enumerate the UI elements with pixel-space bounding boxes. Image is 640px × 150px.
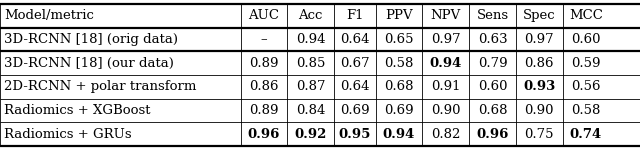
Text: 0.84: 0.84: [296, 104, 325, 117]
Text: Sens: Sens: [476, 9, 509, 22]
Text: 3D-RCNN [18] (our data): 3D-RCNN [18] (our data): [4, 57, 174, 70]
Text: 0.87: 0.87: [296, 80, 326, 93]
Text: 0.75: 0.75: [524, 128, 554, 141]
Text: Spec: Spec: [523, 9, 556, 22]
Text: 0.64: 0.64: [340, 80, 370, 93]
Text: AUC: AUC: [248, 9, 280, 22]
Text: 0.68: 0.68: [477, 104, 508, 117]
Text: 0.92: 0.92: [294, 128, 327, 141]
Text: Radiomics + XGBoost: Radiomics + XGBoost: [4, 104, 150, 117]
Text: 0.74: 0.74: [570, 128, 602, 141]
Text: 0.65: 0.65: [384, 33, 414, 46]
Text: 0.94: 0.94: [296, 33, 326, 46]
Text: 0.97: 0.97: [431, 33, 461, 46]
Text: 0.69: 0.69: [384, 104, 414, 117]
Text: 0.64: 0.64: [340, 33, 370, 46]
Text: 0.85: 0.85: [296, 57, 325, 70]
Text: MCC: MCC: [569, 9, 603, 22]
Text: 0.93: 0.93: [523, 80, 556, 93]
Text: 0.60: 0.60: [477, 80, 508, 93]
Text: 0.58: 0.58: [572, 104, 600, 117]
Text: 0.90: 0.90: [524, 104, 554, 117]
Text: 0.95: 0.95: [339, 128, 371, 141]
Text: 0.89: 0.89: [249, 104, 279, 117]
Text: 0.86: 0.86: [249, 80, 279, 93]
Text: 0.86: 0.86: [524, 57, 554, 70]
Text: PPV: PPV: [385, 9, 413, 22]
Text: 0.67: 0.67: [340, 57, 370, 70]
Text: Radiomics + GRUs: Radiomics + GRUs: [4, 128, 132, 141]
Text: 0.58: 0.58: [385, 57, 413, 70]
Text: 0.91: 0.91: [431, 80, 461, 93]
Text: Acc: Acc: [298, 9, 323, 22]
Text: 0.90: 0.90: [431, 104, 461, 117]
Text: 0.68: 0.68: [384, 80, 414, 93]
Text: 0.94: 0.94: [429, 57, 462, 70]
Text: 3D-RCNN [18] (orig data): 3D-RCNN [18] (orig data): [4, 33, 178, 46]
Text: 0.79: 0.79: [477, 57, 508, 70]
Text: 0.56: 0.56: [571, 80, 601, 93]
Text: –: –: [260, 33, 268, 46]
Text: 0.94: 0.94: [383, 128, 415, 141]
Text: 0.96: 0.96: [476, 128, 509, 141]
Text: 0.60: 0.60: [571, 33, 601, 46]
Text: 0.82: 0.82: [431, 128, 460, 141]
Text: 0.97: 0.97: [524, 33, 554, 46]
Text: F1: F1: [346, 9, 364, 22]
Text: 2D-RCNN + polar transform: 2D-RCNN + polar transform: [4, 80, 196, 93]
Text: Model/metric: Model/metric: [4, 9, 94, 22]
Text: 0.69: 0.69: [340, 104, 370, 117]
Text: 0.96: 0.96: [248, 128, 280, 141]
Text: 0.59: 0.59: [571, 57, 601, 70]
Text: 0.89: 0.89: [249, 57, 279, 70]
Text: NPV: NPV: [431, 9, 461, 22]
Text: 0.63: 0.63: [477, 33, 508, 46]
